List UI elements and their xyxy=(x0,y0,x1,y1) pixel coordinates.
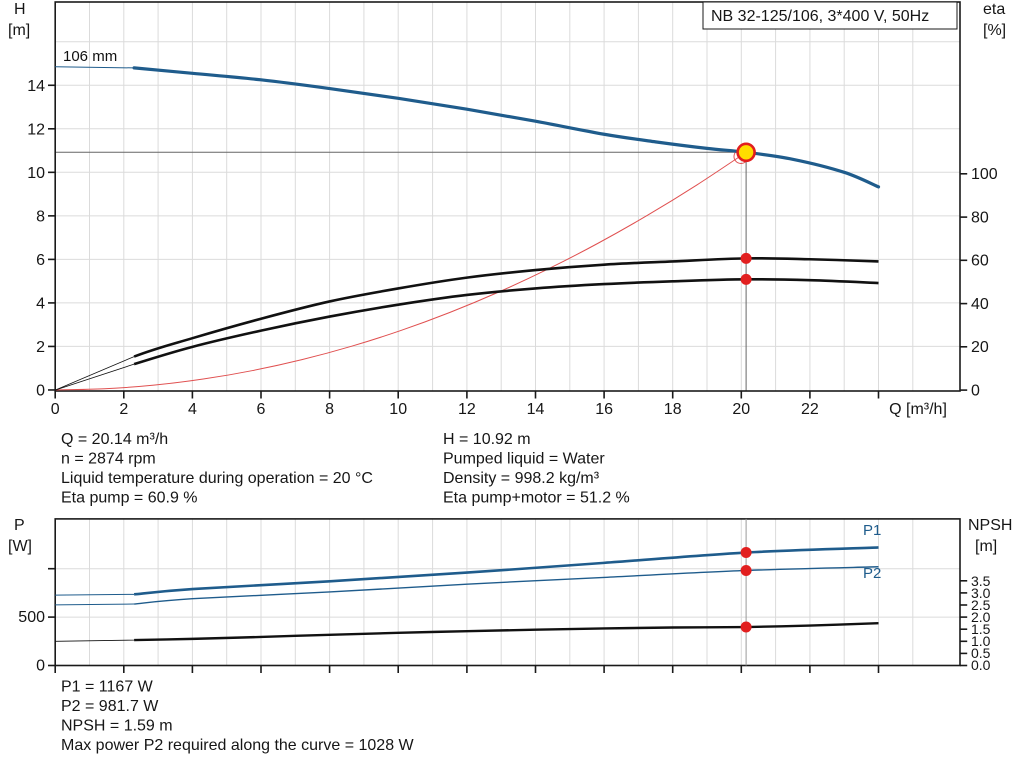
svg-text:18: 18 xyxy=(664,401,682,418)
svg-text:P2: P2 xyxy=(863,565,881,582)
svg-text:P1: P1 xyxy=(863,522,881,539)
svg-text:500: 500 xyxy=(18,609,45,626)
svg-text:2: 2 xyxy=(36,339,45,356)
svg-text:Liquid temperature during oper: Liquid temperature during operation = 20… xyxy=(61,470,373,487)
svg-text:4: 4 xyxy=(188,401,197,418)
svg-text:Eta pump = 60.9 %: Eta pump = 60.9 % xyxy=(61,490,198,507)
svg-text:NB 32-125/106, 3*400 V, 50Hz: NB 32-125/106, 3*400 V, 50Hz xyxy=(711,8,929,25)
svg-text:60: 60 xyxy=(971,253,989,270)
svg-text:Pumped liquid = Water: Pumped liquid = Water xyxy=(443,451,605,468)
svg-text:8: 8 xyxy=(325,401,334,418)
svg-text:8: 8 xyxy=(36,208,45,225)
svg-text:2: 2 xyxy=(119,401,128,418)
svg-text:NPSH: NPSH xyxy=(968,517,1012,534)
svg-text:106 mm: 106 mm xyxy=(63,48,117,65)
svg-text:0: 0 xyxy=(36,383,45,400)
svg-text:40: 40 xyxy=(971,296,989,313)
svg-text:Q [m³/h]: Q [m³/h] xyxy=(889,401,947,418)
svg-text:[W]: [W] xyxy=(8,538,32,555)
svg-text:Q = 20.14 m³/h: Q = 20.14 m³/h xyxy=(61,431,168,448)
svg-text:12: 12 xyxy=(458,401,476,418)
svg-text:6: 6 xyxy=(36,252,45,269)
svg-text:22: 22 xyxy=(801,401,819,418)
svg-text:P1 = 1167 W: P1 = 1167 W xyxy=(61,679,154,696)
svg-text:3.5: 3.5 xyxy=(971,573,991,589)
svg-text:Eta pump+motor = 51.2 %: Eta pump+motor = 51.2 % xyxy=(443,490,630,507)
svg-text:[m]: [m] xyxy=(8,22,30,39)
svg-text:12: 12 xyxy=(27,121,45,138)
svg-text:0: 0 xyxy=(971,383,980,400)
svg-text:10: 10 xyxy=(27,165,45,182)
svg-text:20: 20 xyxy=(732,401,750,418)
svg-text:0: 0 xyxy=(36,658,45,675)
svg-text:P2 = 981.7 W: P2 = 981.7 W xyxy=(61,698,159,715)
svg-text:80: 80 xyxy=(971,210,989,227)
svg-text:eta: eta xyxy=(983,1,1005,18)
svg-text:14: 14 xyxy=(27,78,45,95)
svg-text:100: 100 xyxy=(971,166,998,183)
svg-text:NPSH = 1.59 m: NPSH = 1.59 m xyxy=(61,718,173,735)
svg-text:H = 10.92 m: H = 10.92 m xyxy=(443,431,531,448)
svg-text:P: P xyxy=(14,517,25,534)
svg-text:[%]: [%] xyxy=(983,22,1006,39)
svg-text:H: H xyxy=(14,1,26,18)
svg-text:4: 4 xyxy=(36,295,45,312)
svg-text:10: 10 xyxy=(389,401,407,418)
svg-text:Density = 998.2 kg/m³: Density = 998.2 kg/m³ xyxy=(443,470,600,487)
svg-text:[m]: [m] xyxy=(975,538,997,555)
svg-text:n = 2874 rpm: n = 2874 rpm xyxy=(61,451,156,468)
svg-text:Max power P2 required along th: Max power P2 required along the curve = … xyxy=(61,737,415,754)
svg-text:6: 6 xyxy=(257,401,266,418)
svg-text:14: 14 xyxy=(527,401,545,418)
svg-text:20: 20 xyxy=(971,339,989,356)
svg-text:16: 16 xyxy=(595,401,613,418)
svg-text:0: 0 xyxy=(51,401,60,418)
